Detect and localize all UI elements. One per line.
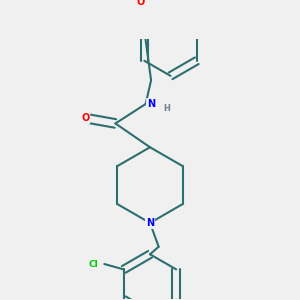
Text: Cl: Cl xyxy=(88,260,98,268)
Text: O: O xyxy=(136,0,144,8)
Text: H: H xyxy=(163,104,170,113)
Text: N: N xyxy=(147,99,155,109)
Text: O: O xyxy=(81,113,89,123)
Text: N: N xyxy=(146,218,154,228)
